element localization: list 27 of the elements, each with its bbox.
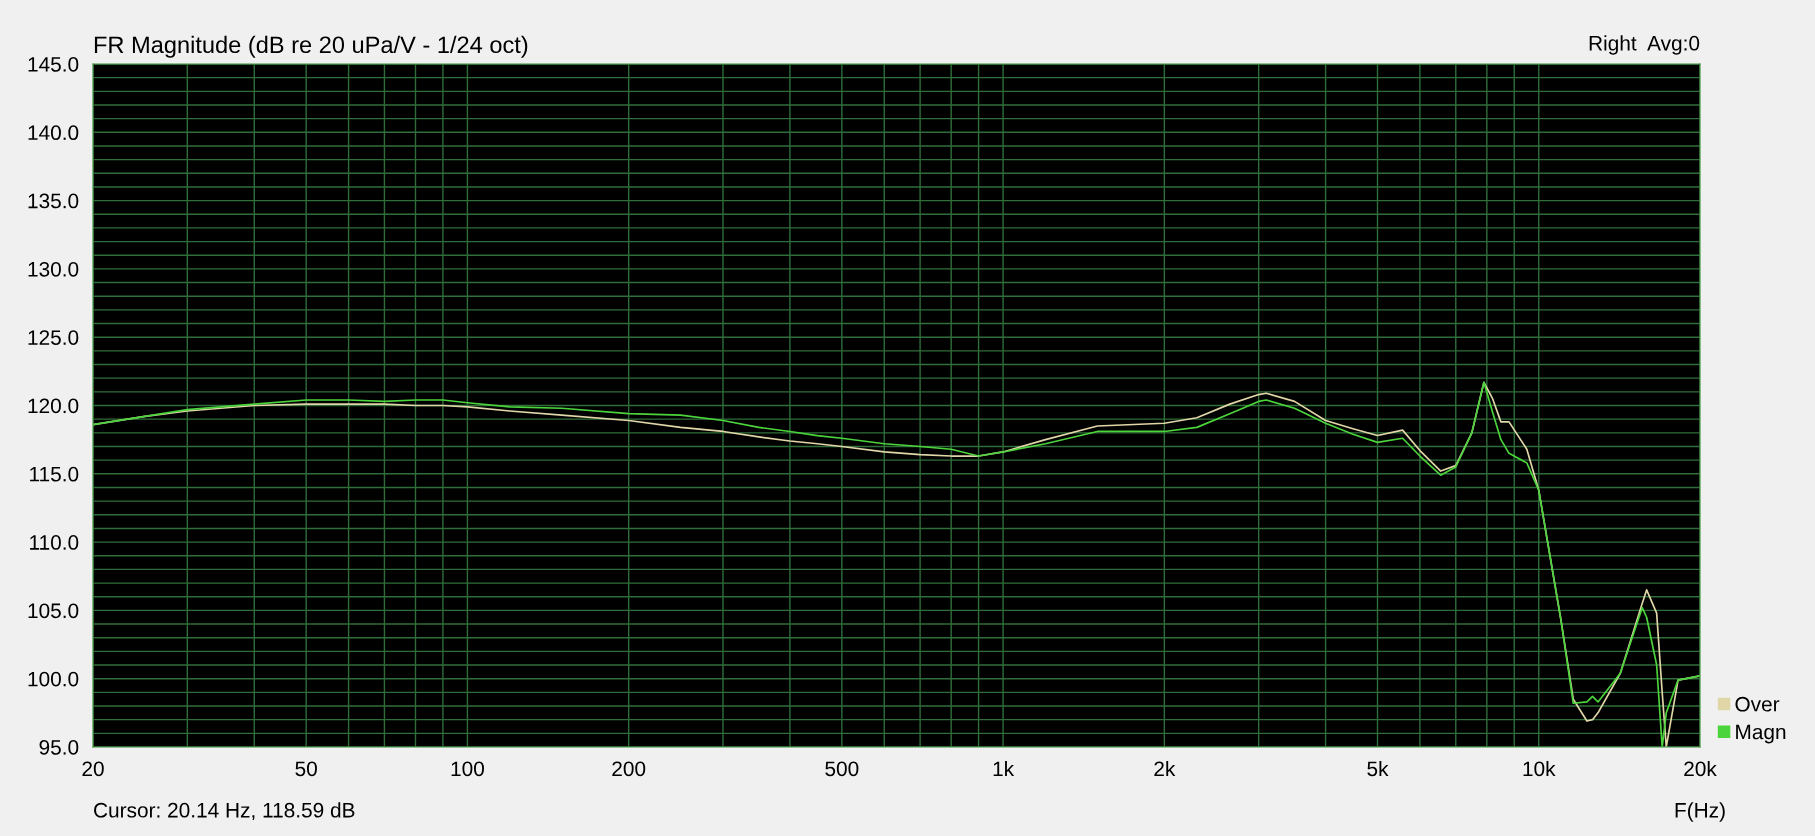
y-tick-label: 140.0: [28, 125, 79, 141]
legend-label: Over: [1735, 696, 1780, 712]
y-tick-label: 95.0: [39, 740, 79, 755]
y-tick-label: 100.0: [28, 671, 79, 687]
x-tick-label: 20k: [1684, 760, 1717, 777]
text: Cursor: 20.14 Hz, 118.59 dB: [94, 802, 355, 821]
x-tick-label: 1k: [993, 760, 1015, 776]
y-tick-label: 110.0: [30, 535, 79, 550]
x-tick-label: 2k: [1154, 760, 1176, 776]
x-tick-label: 100: [451, 761, 484, 777]
y-tick-label: 145.0: [28, 57, 79, 72]
chart-title: FR Magnitude (dB re 20 uPa/V - 1/24 oct): [94, 35, 528, 58]
y-tick-label: 130.0: [28, 261, 79, 277]
x-tick-label: 200: [612, 761, 646, 777]
y-tick-label: 115.0: [30, 466, 79, 482]
legend-label: Magn: [1736, 724, 1786, 744]
y-tick-label: 105.0: [28, 603, 79, 619]
x-tick-label: 20: [82, 761, 104, 777]
x-tick-label: 5k: [1367, 760, 1389, 777]
x-tick-label: 500: [825, 761, 859, 777]
y-tick-label: 120.0: [28, 398, 79, 414]
y-tick-label: 125.0: [28, 330, 79, 345]
x-tick-label: 50: [295, 761, 317, 777]
x-axis-title: F(Hz): [1675, 802, 1725, 822]
y-tick-label: 135.0: [28, 193, 79, 209]
text: Right Avg:0: [1589, 35, 1700, 55]
x-tick-label: 10k: [1523, 760, 1556, 777]
